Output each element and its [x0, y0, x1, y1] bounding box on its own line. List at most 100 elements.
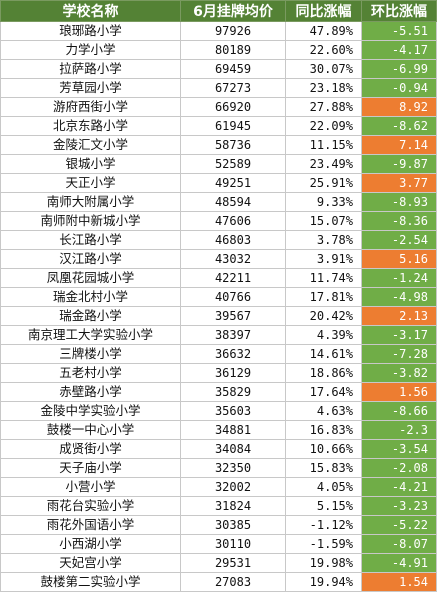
school-name-cell: 南京理工大学实验小学 — [0, 325, 181, 345]
school-name-cell: 瑞金路小学 — [0, 306, 181, 326]
school-name-cell: 琅琊路小学 — [0, 21, 181, 41]
mom-cell: -4.91 — [361, 553, 437, 573]
header-yoy: 同比涨幅 — [285, 0, 362, 22]
mom-cell: -5.51 — [361, 21, 437, 41]
school-name-cell: 成贤街小学 — [0, 439, 181, 459]
price-cell: 66920 — [180, 97, 286, 117]
yoy-cell: 16.83% — [285, 420, 362, 440]
table-row: 力学小学 80189 22.60% -4.17 — [0, 40, 437, 60]
yoy-cell: 23.18% — [285, 78, 362, 98]
yoy-cell: 11.15% — [285, 135, 362, 155]
table-row: 雨花外国语小学 30385 -1.12% -5.22 — [0, 515, 437, 535]
table-row: 小西湖小学 30110 -1.59% -8.07 — [0, 534, 437, 554]
mom-cell: 8.92 — [361, 97, 437, 117]
table-row: 芳草园小学 67273 23.18% -0.94 — [0, 78, 437, 98]
yoy-cell: 14.61% — [285, 344, 362, 364]
price-cell: 43032 — [180, 249, 286, 269]
header-mom: 环比涨幅 — [361, 0, 437, 22]
mom-cell: -4.17 — [361, 40, 437, 60]
yoy-cell: 15.07% — [285, 211, 362, 231]
school-name-cell: 五老村小学 — [0, 363, 181, 383]
table-row: 汉江路小学 43032 3.91% 5.16 — [0, 249, 437, 269]
price-cell: 32002 — [180, 477, 286, 497]
yoy-cell: 17.64% — [285, 382, 362, 402]
header-price: 6月挂牌均价 — [180, 0, 286, 22]
mom-cell: 2.13 — [361, 306, 437, 326]
yoy-cell: 9.33% — [285, 192, 362, 212]
mom-cell: -2.3 — [361, 420, 437, 440]
table-row: 南师附中新城小学 47606 15.07% -8.36 — [0, 211, 437, 231]
yoy-cell: 18.86% — [285, 363, 362, 383]
school-name-cell: 南师大附属小学 — [0, 192, 181, 212]
price-cell: 47606 — [180, 211, 286, 231]
yoy-cell: 11.74% — [285, 268, 362, 288]
school-name-cell: 天正小学 — [0, 173, 181, 193]
mom-cell: -3.23 — [361, 496, 437, 516]
school-name-cell: 金陵汇文小学 — [0, 135, 181, 155]
header-row: 学校名称 6月挂牌均价 同比涨幅 环比涨幅 — [0, 0, 437, 22]
price-cell: 38397 — [180, 325, 286, 345]
school-name-cell: 天妃宫小学 — [0, 553, 181, 573]
price-cell: 30385 — [180, 515, 286, 535]
price-cell: 67273 — [180, 78, 286, 98]
yoy-cell: 23.49% — [285, 154, 362, 174]
school-name-cell: 赤壁路小学 — [0, 382, 181, 402]
yoy-cell: 17.81% — [285, 287, 362, 307]
table-row: 天妃宫小学 29531 19.98% -4.91 — [0, 553, 437, 573]
table-row: 北京东路小学 61945 22.09% -8.62 — [0, 116, 437, 136]
mom-cell: 1.56 — [361, 382, 437, 402]
table-row: 拉萨路小学 69459 30.07% -6.99 — [0, 59, 437, 79]
mom-cell: -6.99 — [361, 59, 437, 79]
mom-cell: 1.54 — [361, 572, 437, 592]
price-cell: 36129 — [180, 363, 286, 383]
mom-cell: -3.82 — [361, 363, 437, 383]
price-cell: 97926 — [180, 21, 286, 41]
school-name-cell: 小营小学 — [0, 477, 181, 497]
mom-cell: -5.22 — [361, 515, 437, 535]
price-cell: 32350 — [180, 458, 286, 478]
price-cell: 35829 — [180, 382, 286, 402]
price-cell: 34084 — [180, 439, 286, 459]
yoy-cell: 3.78% — [285, 230, 362, 250]
yoy-cell: 30.07% — [285, 59, 362, 79]
yoy-cell: 22.09% — [285, 116, 362, 136]
mom-cell: 5.16 — [361, 249, 437, 269]
yoy-cell: 47.89% — [285, 21, 362, 41]
mom-cell: -8.07 — [361, 534, 437, 554]
price-cell: 27083 — [180, 572, 286, 592]
yoy-cell: 10.66% — [285, 439, 362, 459]
school-name-cell: 瑞金北村小学 — [0, 287, 181, 307]
school-name-cell: 汉江路小学 — [0, 249, 181, 269]
school-name-cell: 小西湖小学 — [0, 534, 181, 554]
mom-cell: -3.17 — [361, 325, 437, 345]
yoy-cell: 3.91% — [285, 249, 362, 269]
table-row: 游府西街小学 66920 27.88% 8.92 — [0, 97, 437, 117]
school-name-cell: 鼓楼第二实验小学 — [0, 572, 181, 592]
table-row: 五老村小学 36129 18.86% -3.82 — [0, 363, 437, 383]
mom-cell: 3.77 — [361, 173, 437, 193]
price-cell: 80189 — [180, 40, 286, 60]
yoy-cell: 22.60% — [285, 40, 362, 60]
school-name-cell: 凤凰花园城小学 — [0, 268, 181, 288]
table-body: 琅琊路小学 97926 47.89% -5.51 力学小学 80189 22.60% -4.1… — [0, 21, 437, 592]
price-cell: 58736 — [180, 135, 286, 155]
price-cell: 69459 — [180, 59, 286, 79]
school-name-cell: 雨花台实验小学 — [0, 496, 181, 516]
mom-cell: -4.98 — [361, 287, 437, 307]
header-school: 学校名称 — [0, 0, 181, 22]
table-row: 雨花台实验小学 31824 5.15% -3.23 — [0, 496, 437, 516]
price-cell: 39567 — [180, 306, 286, 326]
school-name-cell: 游府西街小学 — [0, 97, 181, 117]
table-row: 天子庙小学 32350 15.83% -2.08 — [0, 458, 437, 478]
yoy-cell: -1.12% — [285, 515, 362, 535]
table-row: 鼓楼一中心小学 34881 16.83% -2.3 — [0, 420, 437, 440]
table-row: 长江路小学 46803 3.78% -2.54 — [0, 230, 437, 250]
price-cell: 36632 — [180, 344, 286, 364]
yoy-cell: 27.88% — [285, 97, 362, 117]
yoy-cell: 15.83% — [285, 458, 362, 478]
price-cell: 61945 — [180, 116, 286, 136]
price-cell: 34881 — [180, 420, 286, 440]
mom-cell: -1.24 — [361, 268, 437, 288]
yoy-cell: 20.42% — [285, 306, 362, 326]
mom-cell: -4.21 — [361, 477, 437, 497]
